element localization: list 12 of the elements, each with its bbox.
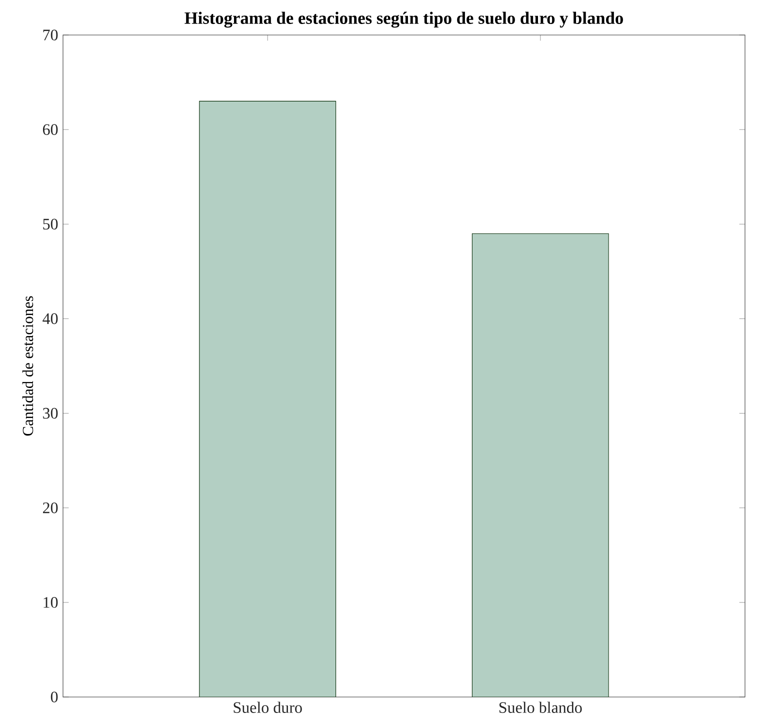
y-axis-title: Cantidad de estaciones xyxy=(22,296,34,436)
y-tick-label: 0 xyxy=(50,692,58,702)
y-tick-label: 40 xyxy=(42,313,58,324)
y-tick-label: 30 xyxy=(43,408,58,419)
y-tick-label: 20 xyxy=(43,502,58,514)
x-tick-label: Suelo duro xyxy=(234,702,302,713)
chart-title: Histograma de estaciones según tipo de suelo duro y blando xyxy=(184,12,623,28)
y-tick-label: 60 xyxy=(42,124,58,135)
y-tick-label: 70 xyxy=(43,30,58,40)
x-tick-label: Suelo blando xyxy=(499,702,582,713)
y-tick-label: 10 xyxy=(44,597,58,608)
y-tick-label: 50 xyxy=(43,218,58,230)
